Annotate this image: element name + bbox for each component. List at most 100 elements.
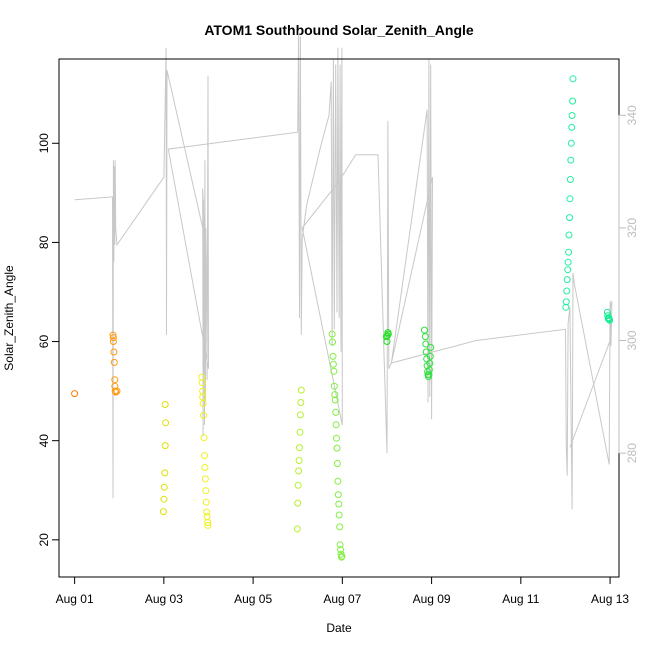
y2-tick-label: 280 xyxy=(625,443,639,463)
data-point xyxy=(109,334,117,342)
data-point xyxy=(294,499,302,507)
data-point xyxy=(334,491,342,499)
data-point xyxy=(329,360,337,368)
data-point xyxy=(566,176,574,183)
data-point xyxy=(333,434,340,442)
x-tick-label: Aug 03 xyxy=(145,592,183,606)
x-tick-label: Aug 05 xyxy=(234,592,272,606)
data-point xyxy=(331,396,339,404)
y-tick-label: 20 xyxy=(37,533,51,547)
data-point xyxy=(109,338,117,345)
data-point xyxy=(204,521,212,529)
data-point xyxy=(332,408,340,416)
data-point xyxy=(203,508,211,516)
data-point xyxy=(332,421,340,429)
data-point xyxy=(296,444,303,452)
data-point xyxy=(161,401,169,408)
x-tick-label: Aug 13 xyxy=(591,592,629,606)
data-point xyxy=(296,411,304,419)
data-point xyxy=(568,123,576,131)
data-point xyxy=(334,477,342,485)
secondary-series-line xyxy=(74,30,613,510)
y-tick-label: 100 xyxy=(37,133,51,153)
data-point xyxy=(294,481,302,489)
data-point xyxy=(293,525,301,533)
data-point xyxy=(297,386,305,394)
data-point xyxy=(421,326,428,334)
data-point xyxy=(198,379,206,387)
data-point xyxy=(201,475,209,483)
data-point xyxy=(569,97,577,105)
y2-axis-right: 280 300 320 340 xyxy=(618,105,639,463)
data-point xyxy=(567,156,575,164)
data-point xyxy=(295,457,303,464)
data-point xyxy=(566,195,574,203)
data-point xyxy=(202,487,210,495)
data-point xyxy=(329,352,337,360)
x-axis-label: Date xyxy=(326,621,352,635)
data-point xyxy=(383,332,391,340)
data-point xyxy=(565,248,573,256)
data-point xyxy=(565,231,573,239)
y-tick-label: 60 xyxy=(37,335,51,349)
data-point xyxy=(297,399,305,406)
data-point xyxy=(296,428,304,436)
y2-tick-label: 300 xyxy=(625,330,639,350)
data-point xyxy=(160,483,168,491)
y-tick-label: 80 xyxy=(37,235,51,249)
data-point xyxy=(330,367,338,375)
data-point xyxy=(204,519,212,526)
x-axis: Aug 01 Aug 03 Aug 05 Aug 07 Aug 09 Aug 11 Aug … xyxy=(56,576,629,606)
data-point xyxy=(200,434,208,442)
y-axis-label: Solar_Zenith_Angle xyxy=(2,265,16,371)
data-point xyxy=(330,382,338,390)
data-point xyxy=(328,330,336,338)
data-point xyxy=(421,333,429,341)
y-tick-label: 40 xyxy=(37,434,51,448)
data-point xyxy=(425,371,433,379)
data-point xyxy=(606,316,614,324)
data-point xyxy=(564,258,572,266)
data-point xyxy=(567,139,575,147)
data-point xyxy=(71,390,79,398)
y2-tick-label: 320 xyxy=(625,218,639,238)
data-point xyxy=(337,546,345,554)
data-point xyxy=(199,400,207,407)
data-point xyxy=(384,330,392,338)
data-point xyxy=(331,391,339,399)
x-tick-label: Aug 11 xyxy=(502,592,539,606)
data-point xyxy=(426,352,434,360)
secondary-line-layer xyxy=(74,30,613,510)
data-point xyxy=(113,387,121,395)
data-point xyxy=(295,467,303,475)
data-point xyxy=(569,75,577,83)
data-point xyxy=(112,388,120,396)
data-point xyxy=(427,344,435,351)
data-point xyxy=(566,214,573,222)
data-point xyxy=(426,359,434,367)
x-tick-label: Aug 01 xyxy=(56,592,94,606)
data-point xyxy=(333,444,341,452)
chart-title: ATOM1 Southbound Solar_Zenith_Angle xyxy=(204,22,474,38)
data-point xyxy=(159,508,167,516)
data-point xyxy=(110,358,118,366)
data-point xyxy=(110,348,118,356)
data-point xyxy=(200,411,208,419)
points-layer xyxy=(71,75,614,561)
y2-tick-label: 340 xyxy=(625,105,639,125)
data-point xyxy=(562,303,570,311)
data-point xyxy=(161,442,169,450)
data-point xyxy=(422,340,430,348)
x-tick-label: Aug 07 xyxy=(323,592,361,606)
data-point xyxy=(202,498,210,506)
x-tick-label: Aug 09 xyxy=(413,592,451,606)
data-point xyxy=(336,541,344,549)
data-point xyxy=(333,460,341,467)
data-point xyxy=(201,452,208,460)
data-point xyxy=(563,287,571,295)
data-point xyxy=(162,419,170,427)
data-point xyxy=(564,266,572,274)
data-point xyxy=(335,511,343,519)
